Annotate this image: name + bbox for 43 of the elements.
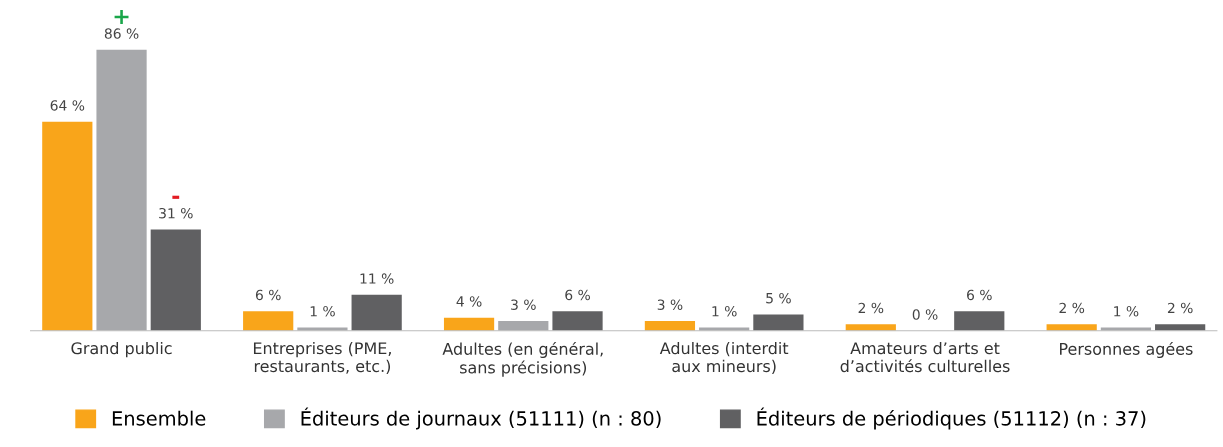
data-label: 31 % (159, 207, 193, 219)
bar (954, 311, 1005, 331)
data-label: 5 % (766, 292, 791, 304)
data-label: 6 % (255, 289, 281, 301)
data-label: 64 % (50, 100, 85, 111)
data-label: 0 % (912, 309, 938, 320)
data-label: 2 % (1059, 302, 1085, 314)
bar (845, 324, 896, 331)
data-label: 6 % (967, 289, 992, 301)
bar (498, 320, 549, 331)
bar (150, 229, 201, 331)
bar (243, 311, 294, 331)
bar (42, 121, 93, 331)
x-tick-label: Personnes agées (1060, 341, 1193, 358)
legend-label: Ensemble (112, 410, 206, 426)
legend-label: Éditeurs de périodiques (51112) (n : 37) (757, 407, 1146, 430)
data-label: 4 % (456, 296, 482, 307)
data-label: 1 % (712, 305, 737, 317)
bar (753, 314, 804, 331)
bar (351, 294, 402, 331)
x-tick-label: Adultes (interdit aux mineurs) (659, 341, 789, 375)
annotation: + (114, 10, 129, 24)
data-label: 2 % (1167, 302, 1193, 314)
x-tick-label: Adultes (en général, sans précisions) (442, 341, 603, 377)
legend-label: Éditeurs de journaux (51111) (n : 80) (301, 407, 661, 430)
data-label: 11 % (360, 273, 394, 284)
x-tick-label: Entreprises (PME, restaurants, etc.) (253, 341, 391, 375)
data-label: 1 % (1114, 305, 1139, 317)
data-label: 3 % (657, 299, 683, 310)
bar (552, 311, 603, 331)
bar (443, 317, 495, 331)
bar (1155, 324, 1206, 331)
bar (96, 49, 147, 331)
bar (644, 320, 696, 331)
data-label: 1 % (310, 305, 335, 317)
bar (1046, 324, 1097, 331)
x-tick-label: Amateurs d’arts et d’activités culturelles (840, 341, 1010, 373)
data-label: 2 % (858, 302, 884, 314)
data-label: 86 % (104, 28, 139, 39)
data-label: 6 % (565, 289, 590, 301)
x-tick-label: Grand public (71, 341, 172, 358)
data-label: 3 % (511, 299, 536, 310)
annotation: - (172, 195, 180, 199)
